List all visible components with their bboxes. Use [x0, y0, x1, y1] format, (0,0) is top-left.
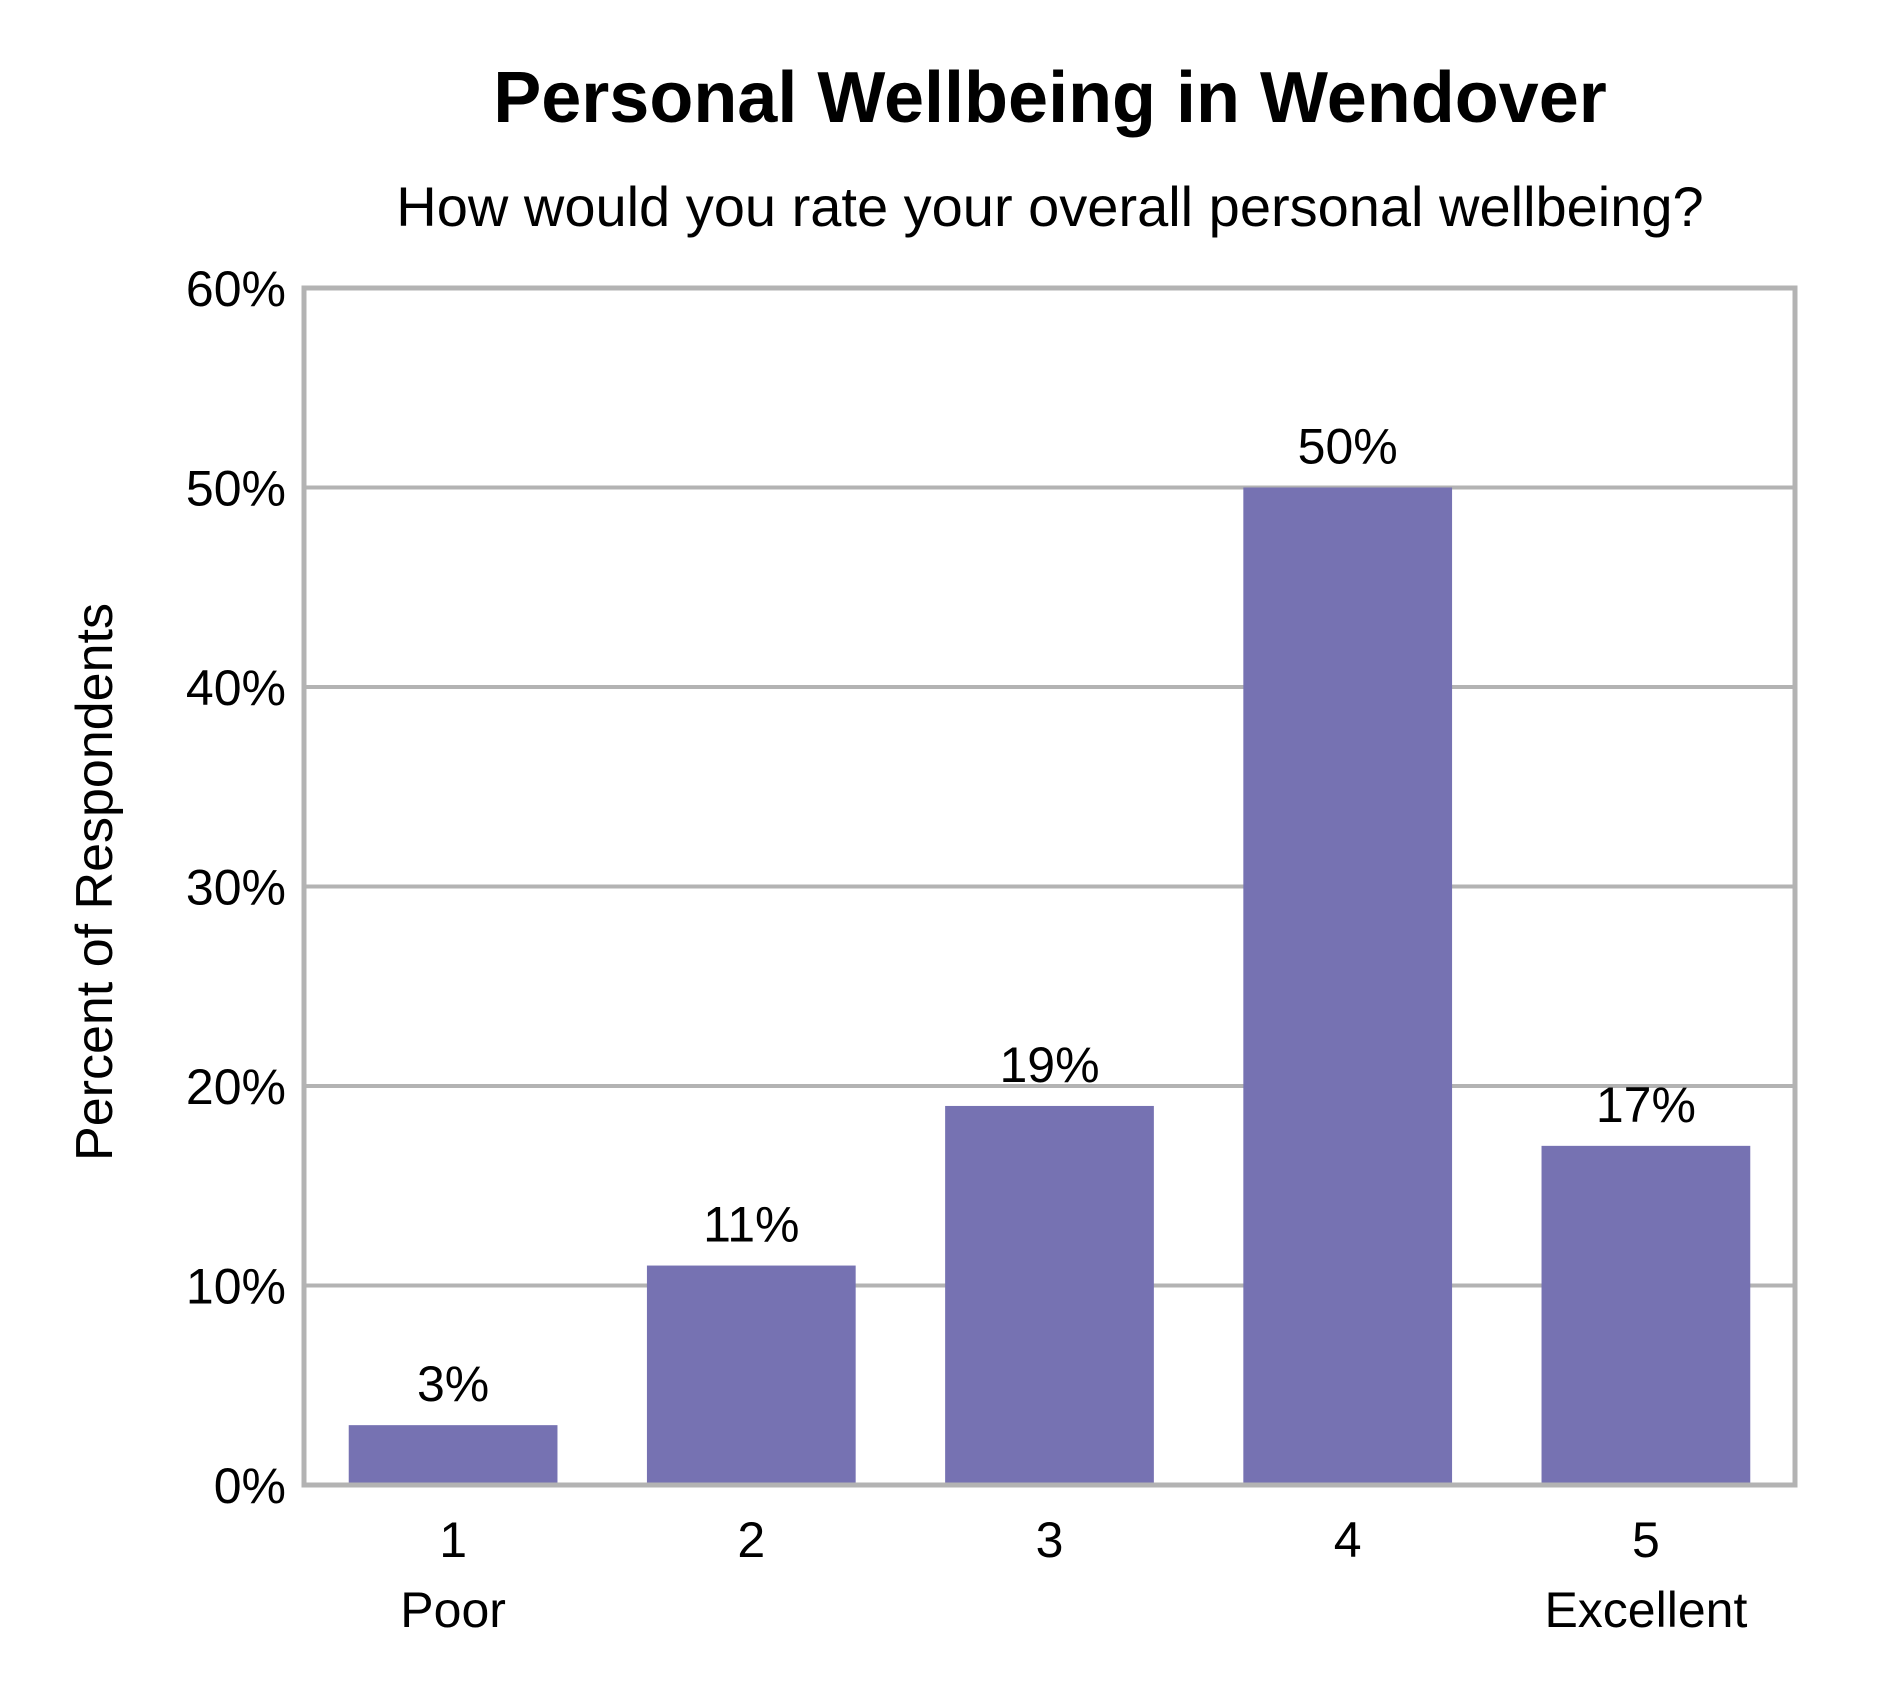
chart-title: Personal Wellbeing in Wendover [493, 58, 1607, 138]
data-labels: 3% 11% 19% 50% 17% [417, 419, 1696, 1413]
y-tick-label: 10% [186, 1259, 286, 1315]
bar [945, 1105, 1154, 1485]
x-axis-ticks: 1 Poor 2 3 4 5 Excellent [400, 1512, 1747, 1638]
y-tick-label: 60% [186, 261, 286, 317]
x-tick-sublabel: Poor [400, 1582, 506, 1638]
y-tick-label: 0% [214, 1458, 286, 1514]
x-tick-label: 5 [1632, 1512, 1660, 1568]
y-tick-label: 40% [186, 660, 286, 716]
plot-frame [301, 285, 1798, 1488]
x-tick-label: 3 [1036, 1512, 1064, 1568]
bars [348, 487, 1751, 1485]
data-label: 17% [1596, 1077, 1696, 1133]
x-tick-label: 4 [1334, 1512, 1362, 1568]
data-label: 11% [703, 1197, 799, 1253]
bar [348, 1425, 558, 1485]
bar [1243, 487, 1453, 1485]
bar [1541, 1145, 1751, 1485]
x-tick-label: 2 [737, 1512, 765, 1568]
x-tick-sublabel: Excellent [1544, 1582, 1747, 1638]
y-tick-label: 30% [186, 860, 286, 916]
y-tick-label: 50% [186, 461, 286, 517]
data-label: 3% [417, 1356, 489, 1412]
chart-subtitle: How would you rate your overall personal… [396, 175, 1703, 238]
data-label: 19% [999, 1037, 1099, 1093]
y-axis-label: Percent of Respondents [66, 603, 124, 1161]
x-tick-label: 1 [439, 1512, 467, 1568]
y-axis-ticks: 0% 10% 20% 30% 40% 50% 60% [186, 261, 286, 1514]
data-label: 50% [1298, 419, 1398, 475]
plot-border [301, 285, 1798, 1488]
y-tick-label: 20% [186, 1059, 286, 1115]
bar [646, 1265, 856, 1485]
